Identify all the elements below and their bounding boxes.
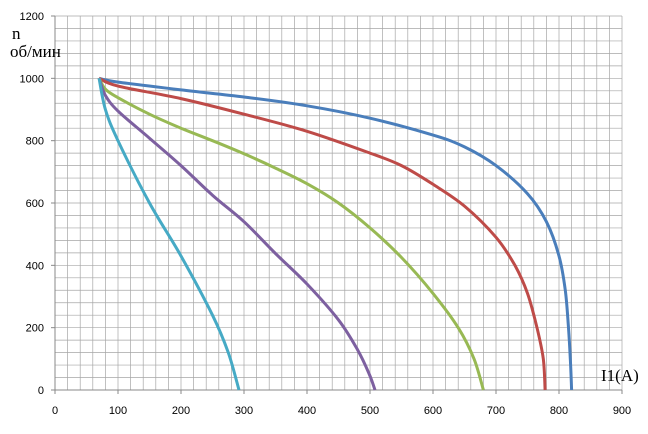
y-tick-label: 800 bbox=[26, 136, 44, 148]
y-tick-label: 400 bbox=[26, 260, 44, 272]
x-tick-label: 200 bbox=[172, 405, 190, 417]
x-tick-label: 400 bbox=[298, 405, 316, 417]
x-tick-label: 800 bbox=[550, 405, 568, 417]
series-lines bbox=[97, 76, 574, 391]
x-tick-label: 700 bbox=[487, 405, 505, 417]
x-tick-label: 100 bbox=[109, 405, 127, 417]
series-line-3 bbox=[97, 77, 485, 391]
x-tick-label: 300 bbox=[235, 405, 253, 417]
axes bbox=[51, 15, 623, 394]
y-axis-label-line1: n bbox=[12, 24, 21, 43]
y-tick-label: 0 bbox=[38, 385, 44, 397]
y-axis-label-line2: об/мин bbox=[10, 42, 61, 61]
series-line-4 bbox=[97, 77, 377, 391]
y-tick-label: 200 bbox=[26, 323, 44, 335]
x-tick-label: 900 bbox=[613, 405, 631, 417]
y-tick-label: 1200 bbox=[20, 11, 44, 23]
x-axis-label: I1(A) bbox=[601, 366, 639, 385]
y-tick-label: 600 bbox=[26, 198, 44, 210]
tick-labels: 0 100 200 300 400 500 600 700 800 900 0 200 400 600 80… bbox=[20, 11, 632, 417]
x-tick-label: 0 bbox=[52, 405, 58, 417]
y-tick-label: 1000 bbox=[20, 73, 44, 85]
series-line-2 bbox=[98, 76, 547, 391]
x-tick-label: 600 bbox=[424, 405, 442, 417]
x-tick-label: 500 bbox=[361, 405, 379, 417]
series-line-1 bbox=[98, 76, 574, 391]
series-line-5 bbox=[97, 78, 241, 391]
